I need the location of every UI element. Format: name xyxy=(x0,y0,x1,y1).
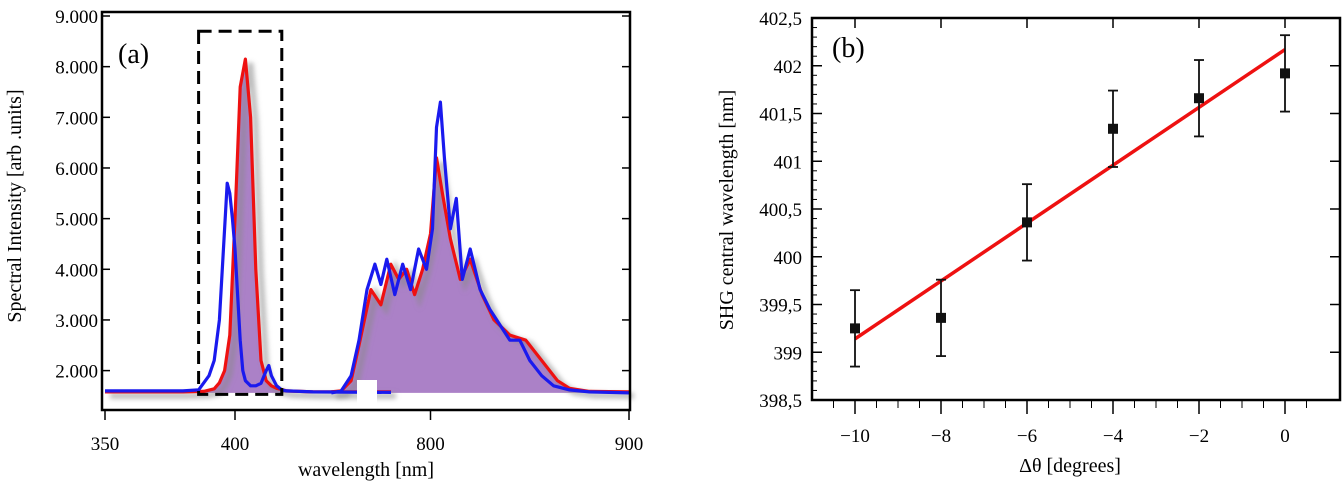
panel-b-wavelength-vs-angle-chart: 398,5 399 399,5 400 400,5 401 401,5 402 402,5 −1… xyxy=(716,9,1342,477)
panel-b-y-tick-label: 399 xyxy=(774,343,803,364)
panel-b-y-tick-label: 402 xyxy=(774,57,803,78)
panel-b-data-point xyxy=(936,312,946,323)
panel-b-fit-line xyxy=(854,48,1286,341)
panel-a-y-tick-label: 6.000 xyxy=(55,159,98,180)
panel-b-y-tick-label: 400,5 xyxy=(759,200,802,221)
panel-b-x-tick-label: −6 xyxy=(1017,426,1037,447)
panel-b-data-point xyxy=(850,323,860,334)
panel-b-data-point xyxy=(1280,68,1290,79)
panel-a-y-tick-label: 7.000 xyxy=(55,108,98,129)
panel-b-y-tick-label: 401,5 xyxy=(759,105,802,126)
panel-a-spectrum-chart: 2.000 3.000 4.000 5.000 6.000 7.000 8.000 9.000… xyxy=(4,7,643,481)
panel-a-y-tick-label: 8.000 xyxy=(55,58,98,79)
panel-a-shaded-area-layer xyxy=(105,59,629,393)
panel-b-plot-frame xyxy=(810,16,1342,402)
panel-b-x-axis-title: Δθ [degrees] xyxy=(1019,455,1121,477)
panel-b-y-ticks: 398,5 399 399,5 400 400,5 401 401,5 402 402,5 xyxy=(759,9,1340,412)
panel-a-y-ticks: 2.000 3.000 4.000 5.000 6.000 7.000 8.000 9.000 xyxy=(55,7,630,383)
panel-b-y-tick-label: 398,5 xyxy=(759,391,802,412)
panel-b-x-tick-label: −2 xyxy=(1189,426,1209,447)
panel-b-x-tick-label: −10 xyxy=(840,426,870,447)
panel-b-y-tick-label: 399,5 xyxy=(759,296,802,317)
panel-b-x-ticks: −10 −8 −6 −4 −2 0 xyxy=(833,18,1307,447)
panel-a-series-line-red xyxy=(331,156,630,394)
panel-a-x-tick-label: 400 xyxy=(221,434,250,455)
panel-b-data-point xyxy=(1194,93,1204,104)
panel-b-y-tick-label: 400 xyxy=(774,248,803,269)
panel-a-label: (a) xyxy=(118,39,149,70)
panel-a-shaded-area xyxy=(331,157,629,393)
panel-b-data-point xyxy=(1022,217,1032,228)
panel-a-plot-frame xyxy=(100,10,632,412)
panel-b-y-tick-label: 402,5 xyxy=(759,9,802,30)
panel-b-data-point xyxy=(1108,123,1118,134)
panel-a-series-line-blue xyxy=(105,181,392,394)
panel-a-shaded-area xyxy=(105,59,391,393)
panel-b-x-tick-label: −8 xyxy=(931,426,951,447)
panel-a-dashed-box xyxy=(197,29,284,396)
panel-a-y-tick-label: 4.000 xyxy=(55,260,98,281)
panel-b-data-points xyxy=(850,34,1290,368)
panel-b-x-tick-label: −4 xyxy=(1103,426,1124,447)
panel-b-label: (b) xyxy=(832,33,865,64)
panel-a-y-tick-label: 3.000 xyxy=(55,311,98,332)
panel-b-x-tick-label: 0 xyxy=(1280,426,1290,447)
panel-a-y-tick-label: 2.000 xyxy=(55,362,98,383)
panel-a-x-axis-title: wavelength [nm] xyxy=(298,459,434,481)
panel-a-x-tick-label: 800 xyxy=(416,434,445,455)
panel-a-x-tick-label: 900 xyxy=(615,434,644,455)
panel-b-y-axis-title: SHG central wavelength [nm] xyxy=(716,90,738,330)
panel-a-x-ticks: 350 400 800 900 xyxy=(91,410,644,455)
panel-a-y-tick-label: 5.000 xyxy=(55,210,98,231)
panel-a-axis-break xyxy=(357,380,377,414)
panel-a-series-line-red xyxy=(105,57,391,394)
panel-b-y-tick-label: 401 xyxy=(774,152,803,173)
panel-a-y-tick-label: 9.000 xyxy=(55,7,98,28)
panel-a-series-line-blue xyxy=(330,100,630,395)
panel-a-lines-layer xyxy=(105,57,630,395)
panel-a-x-tick-label: 350 xyxy=(91,434,120,455)
panel-a-y-axis-title: Spectral Intensity [arb .units] xyxy=(4,89,26,322)
